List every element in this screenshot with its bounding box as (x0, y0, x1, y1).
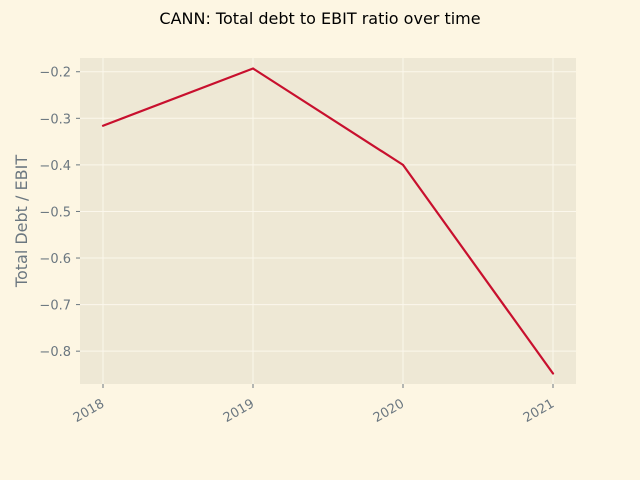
chart-title: CANN: Total debt to EBIT ratio over time (159, 9, 480, 28)
y-tick-label: −0.4 (39, 159, 71, 174)
grid-lines (80, 58, 576, 384)
series-line (101, 67, 555, 375)
y-tick-label: −0.6 (39, 252, 71, 267)
y-axis-label: Total Debt / EBIT (12, 155, 31, 288)
y-tick-label: −0.3 (39, 112, 71, 127)
plot-area (80, 58, 576, 384)
y-tick-label: −0.2 (39, 66, 71, 81)
y-tick-label: −0.7 (39, 299, 71, 314)
data-series (101, 67, 555, 375)
y-tick-label: −0.8 (39, 345, 71, 360)
y-tick-label: −0.5 (39, 205, 71, 220)
